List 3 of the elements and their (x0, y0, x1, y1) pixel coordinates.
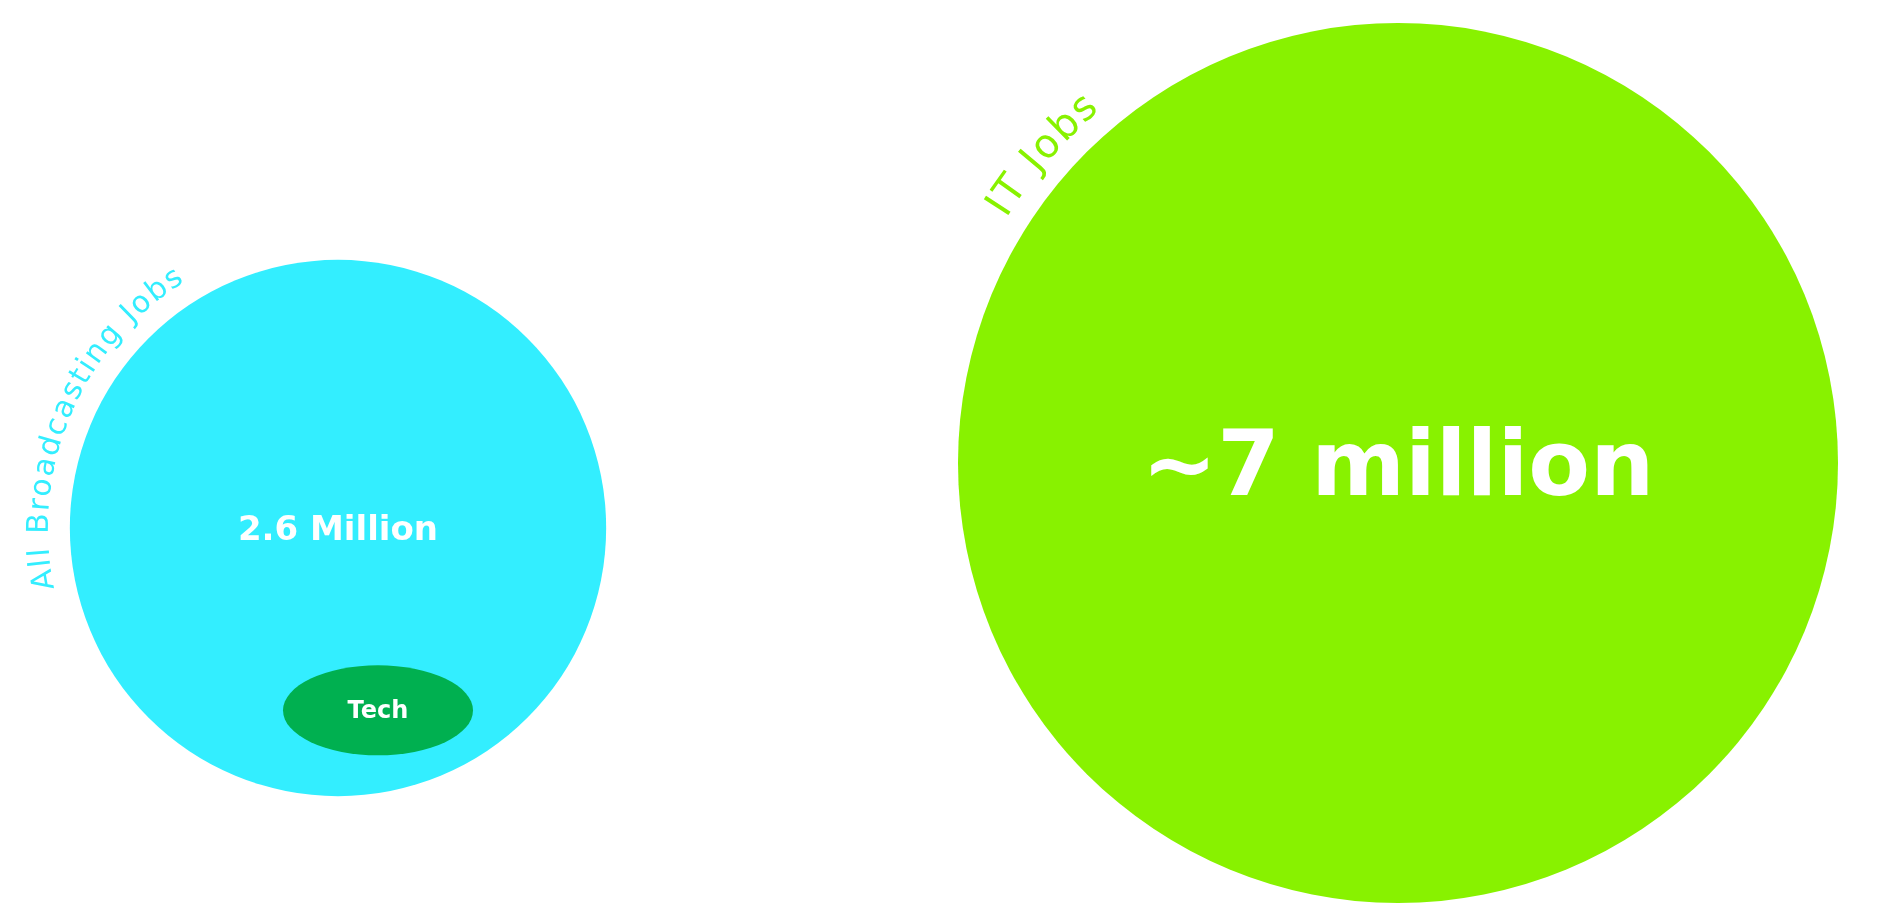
data-label: ~7 million (1141, 410, 1655, 516)
data-label: 2.6 Million (237, 508, 439, 548)
text: Tech (347, 696, 409, 725)
